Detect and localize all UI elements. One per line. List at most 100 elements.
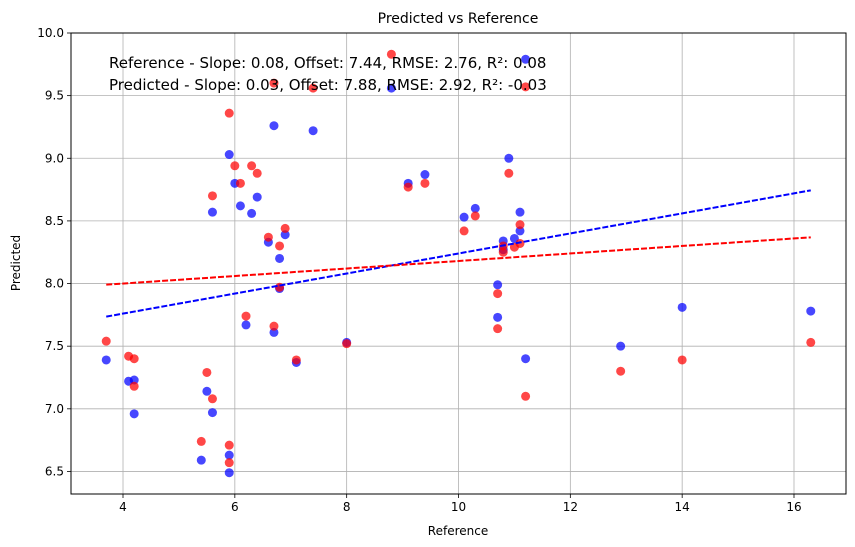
predicted-point [504, 168, 514, 178]
chart-title: Predicted vs Reference [378, 11, 539, 27]
x-axis-ticks: 4 6 8 10 12 14 16 [119, 494, 802, 514]
predicted-point [196, 436, 206, 446]
reference-point [129, 409, 139, 419]
plot-frame [70, 32, 847, 495]
reference-point [616, 341, 626, 351]
reference-point [235, 201, 245, 211]
predicted-point [101, 336, 111, 346]
reference-point [241, 320, 251, 330]
predicted-point [291, 355, 301, 365]
predicted-point [616, 366, 626, 376]
predicted-point [275, 241, 285, 251]
predicted-point [470, 211, 480, 221]
predicted-point [224, 108, 234, 118]
reference-point [420, 170, 430, 180]
predicted-point [386, 49, 396, 59]
reference-point [224, 450, 234, 460]
predicted-point [420, 178, 430, 188]
predicted-point [677, 355, 687, 365]
y-tick-label: 9.0 [45, 151, 64, 165]
reference-point [386, 83, 396, 93]
reference-point [224, 150, 234, 160]
y-tick-label: 10.0 [37, 26, 64, 40]
y-tick-label: 9.5 [45, 89, 64, 103]
predicted-point [247, 161, 257, 171]
x-tick-label: 10 [451, 500, 466, 514]
y-tick-label: 8.0 [45, 277, 64, 291]
reference-point [470, 203, 480, 213]
reference-point [269, 327, 279, 337]
reference-point [806, 306, 816, 316]
reference-point [521, 54, 531, 64]
reference-point [196, 455, 206, 465]
predicted-point [207, 191, 217, 201]
reference-point [252, 192, 262, 202]
y-axis-label: Predicted [9, 235, 23, 291]
predicted-point [230, 161, 240, 171]
reference-point [207, 207, 217, 217]
y-tick-label: 7.0 [45, 402, 64, 416]
predicted-point [493, 324, 503, 334]
predicted-point [207, 394, 217, 404]
predicted-point [235, 178, 245, 188]
predicted-point [241, 311, 251, 321]
x-tick-label: 14 [675, 500, 690, 514]
reference-stats-annotation: Reference - Slope: 0.08, Offset: 7.44, R… [109, 54, 546, 72]
predicted-point [263, 232, 273, 242]
reference-point [459, 212, 469, 222]
predicted-point [342, 339, 352, 349]
predicted-point [521, 82, 531, 92]
grid-lines [71, 32, 846, 494]
reference-point [269, 121, 279, 131]
predicted-point [202, 367, 212, 377]
predicted-point [224, 440, 234, 450]
predicted-stats-annotation: Predicted - Slope: 0.03, Offset: 7.88, R… [109, 76, 547, 94]
reference-point [129, 375, 139, 385]
x-tick-label: 8 [343, 500, 351, 514]
reference-point [202, 386, 212, 396]
predicted-point [498, 247, 508, 257]
predicted-fit-line [106, 236, 811, 286]
y-tick-label: 7.5 [45, 339, 64, 353]
predicted-point [269, 78, 279, 88]
reference-point [515, 226, 525, 236]
predicted-point [129, 354, 139, 364]
reference-point [275, 253, 285, 263]
reference-point [493, 280, 503, 290]
predicted-point [308, 83, 318, 93]
predicted-point [269, 321, 279, 331]
x-tick-label: 16 [786, 500, 801, 514]
predicted-point [521, 391, 531, 401]
reference-point [677, 302, 687, 312]
reference-point [504, 153, 514, 163]
x-axis-label: Reference [428, 524, 488, 538]
predicted-point [515, 220, 525, 230]
predicted-point [280, 223, 290, 233]
y-tick-label: 8.5 [45, 214, 64, 228]
fit-lines [106, 189, 811, 318]
reference-point [493, 312, 503, 322]
y-axis-ticks: 6.5 7.0 7.5 8.0 8.5 9.0 9.5 10.0 [37, 26, 71, 478]
reference-point [515, 207, 525, 217]
predicted-point [224, 458, 234, 468]
reference-point [101, 355, 111, 365]
x-tick-label: 6 [231, 500, 239, 514]
reference-point [224, 468, 234, 478]
predicted-point [129, 381, 139, 391]
reference-point [308, 126, 318, 136]
predicted-point [403, 182, 413, 192]
reference-point [521, 354, 531, 364]
reference-fit-line [106, 189, 811, 318]
data-points [101, 49, 816, 478]
reference-point [280, 230, 290, 240]
x-tick-label: 12 [563, 500, 578, 514]
x-tick-label: 4 [119, 500, 127, 514]
predicted-point [806, 337, 816, 347]
predicted-point [493, 289, 503, 299]
reference-point [247, 208, 257, 218]
y-tick-label: 6.5 [45, 464, 64, 478]
predicted-point [252, 168, 262, 178]
predicted-point [459, 226, 469, 236]
reference-point [207, 408, 217, 418]
